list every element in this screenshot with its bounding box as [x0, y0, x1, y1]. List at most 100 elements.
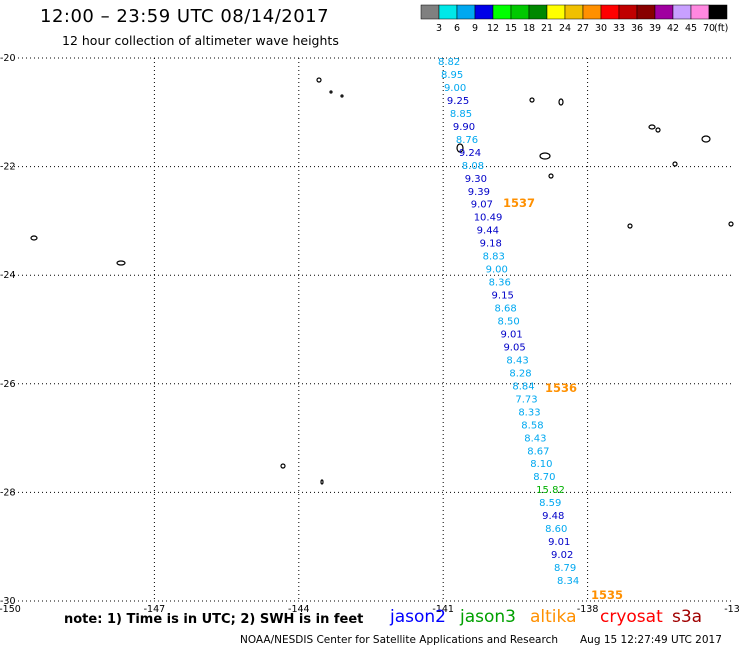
swh-label: 8.83: [483, 252, 505, 263]
latitude-tick-label: -24: [0, 270, 16, 281]
swh-label: 8.70: [533, 472, 555, 483]
island-outline: [728, 221, 734, 227]
swh-label: 8.67: [527, 446, 549, 457]
swh-label: 9.39: [468, 187, 490, 198]
swh-label: 8.85: [450, 109, 472, 120]
swh-label: 9.01: [548, 537, 570, 548]
swh-label: 8.95: [441, 70, 463, 81]
island-outline: [30, 235, 38, 241]
color-bin-label: 3: [436, 23, 442, 34]
swh-label: 9.18: [480, 239, 502, 250]
satellite-label-jason3: jason3: [460, 607, 516, 627]
satellite-label-jason2: jason2: [390, 607, 446, 627]
color-bin-label: 6: [454, 23, 460, 34]
track-time-label: 1535: [591, 588, 623, 602]
color-bin-label: 70: [703, 23, 715, 34]
latitude-tick-label: -20: [0, 53, 16, 64]
island-outline: [701, 135, 711, 143]
color-bin-label: 21: [541, 23, 553, 34]
color-bin-label: 45: [685, 23, 697, 34]
island-outline: [558, 98, 564, 106]
island-outline: [627, 223, 633, 229]
island-outline: [648, 124, 656, 130]
island-outline: [316, 77, 322, 83]
color-bin-label: 42: [667, 23, 679, 34]
longitude-tick-label: -147: [144, 604, 166, 615]
latitude-tick-label: -22: [0, 162, 16, 173]
color-bin-label: 30: [595, 23, 607, 34]
units-note: note: 1) Time is in UTC; 2) SWH is in fe…: [64, 612, 364, 627]
footer-credit: NOAA/NESDIS Center for Satellite Applica…: [240, 634, 558, 646]
swh-label: 9.00: [444, 83, 466, 94]
page-subtitle: 12 hour collection of altimeter wave hei…: [62, 33, 339, 48]
footer-timestamp: Aug 15 12:27:49 UTC 2017: [580, 634, 722, 646]
latitude-tick-label: -28: [0, 487, 16, 498]
longitude-tick-label: -150: [0, 604, 21, 615]
longitude-tick-label: -13: [724, 604, 740, 615]
satellite-label-cryosat: cryosat: [600, 607, 663, 627]
swh-label: 9.05: [503, 342, 525, 353]
color-scale-legend: 3 6 9 12 15 18 21 24 27 30 33 36 39 42 45 70(ft): [420, 4, 728, 34]
swh-label: 9.90: [453, 122, 475, 133]
island-outline: [529, 97, 535, 103]
swh-label: 8.43: [524, 433, 546, 444]
island-outline: [280, 463, 286, 469]
latitude-tick-label: -30: [0, 596, 16, 607]
swh-label: 8.76: [456, 135, 478, 146]
swh-label: 7.73: [515, 394, 537, 405]
swh-label: 8.68: [495, 304, 517, 315]
island-outline: [116, 260, 126, 266]
island-outline: [320, 479, 324, 485]
color-bin-label: 24: [559, 23, 571, 34]
longitude-tick-label: -138: [577, 604, 599, 615]
page-title: 12:00 – 23:59 UTC 08/14/2017: [40, 6, 330, 27]
swh-label: 8.08: [462, 161, 484, 172]
island-outline: [456, 143, 464, 153]
color-bin-label: 15: [505, 23, 517, 34]
latitude-tick-label: -26: [0, 379, 16, 390]
color-unit-label: (ft): [714, 23, 728, 34]
island-outline: [340, 94, 344, 98]
island-outline: [672, 161, 678, 167]
swh-label: 9.07: [471, 200, 493, 211]
swh-label: 8.43: [506, 355, 528, 366]
swh-label: 9.48: [542, 511, 564, 522]
satellite-label-s3a: s3a: [672, 607, 703, 627]
swh-label: 9.24: [459, 148, 481, 159]
satellite-label-altika: altika: [530, 607, 577, 627]
swh-label: 8.84: [512, 381, 534, 392]
swh-label: 8.34: [557, 576, 579, 587]
color-swatch: [708, 4, 728, 20]
color-bin-label: 33: [613, 23, 625, 34]
island-outline: [548, 173, 554, 179]
swh-label: 8.33: [518, 407, 540, 418]
color-bin-label: 18: [523, 23, 535, 34]
swh-label: 9.44: [477, 226, 499, 237]
island-outline: [329, 90, 333, 94]
longitude-tick-label: -141: [432, 604, 454, 615]
swh-label: 9.00: [486, 265, 508, 276]
swh-label: 9.02: [551, 550, 573, 561]
swh-label: 10.49: [474, 213, 503, 224]
color-bin-label: 9: [472, 23, 478, 34]
swh-label: 8.10: [530, 459, 552, 470]
island-outline: [539, 152, 551, 160]
swh-label: 8.58: [521, 420, 543, 431]
swh-label: 9.15: [492, 291, 514, 302]
color-bin-label: 36: [631, 23, 643, 34]
swh-label: 8.50: [498, 317, 520, 328]
swh-label: 8.79: [554, 563, 576, 574]
swh-label: 8.36: [489, 278, 511, 289]
swh-label: 8.82: [438, 57, 460, 68]
swh-label: 9.01: [500, 329, 522, 340]
swh-label: 9.30: [465, 174, 487, 185]
swh-label: 8.60: [545, 524, 567, 535]
swh-label: 9.25: [447, 96, 469, 107]
color-bin-label: 12: [487, 23, 499, 34]
track-time-label: 1537: [503, 196, 535, 210]
swh-label: 8.28: [509, 368, 531, 379]
swh-label: 8.59: [539, 498, 561, 509]
color-bin-label: 27: [577, 23, 589, 34]
track-time-label: 1536: [545, 381, 577, 395]
